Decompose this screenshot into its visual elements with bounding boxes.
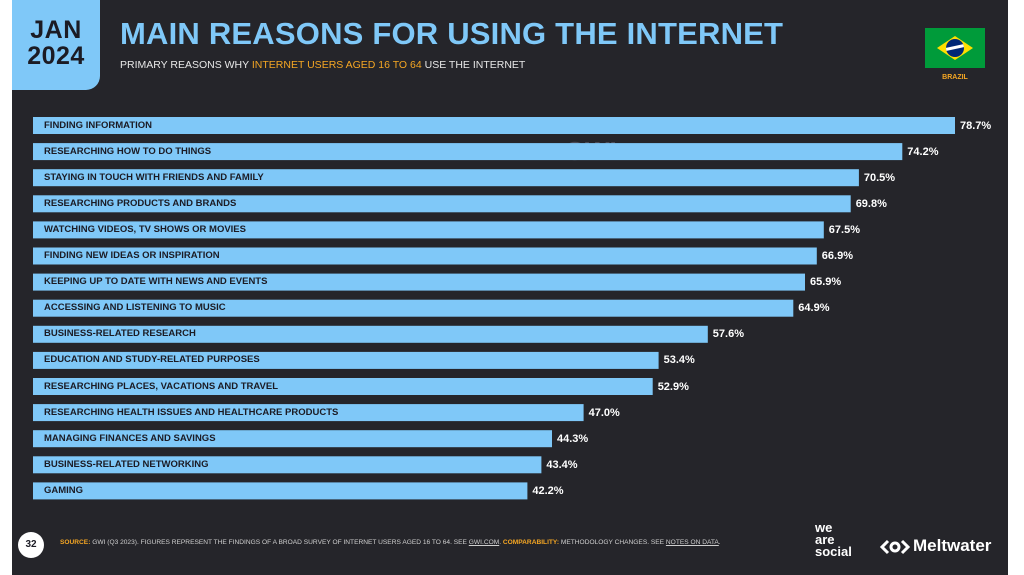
- source-label: SOURCE:: [60, 539, 91, 546]
- bar-value-label: 57.6%: [712, 328, 744, 341]
- logo-social: social: [815, 544, 852, 559]
- bar-value-label: 52.9%: [657, 380, 689, 393]
- bar-label: RESEARCHING PRODUCTS AND BRANDS: [44, 197, 237, 209]
- page-subtitle: PRIMARY REASONS WHY INTERNET USERS AGED …: [120, 59, 525, 71]
- bar-label: RESEARCHING PLACES, VACATIONS AND TRAVEL: [44, 380, 278, 392]
- bar: [33, 482, 528, 500]
- logo-we: we: [815, 520, 833, 535]
- source-text-2: .: [499, 539, 503, 546]
- bar: [33, 325, 708, 343]
- comparability-label: COMPARABILITY:: [502, 539, 560, 546]
- bar-value-label: 69.8%: [855, 197, 887, 210]
- logo-are: are: [815, 532, 835, 547]
- bar: [33, 117, 955, 134]
- page-title: MAIN REASONS FOR USING THE INTERNET: [120, 16, 784, 51]
- bar-label: EDUCATION AND STUDY-RELATED PURPOSES: [44, 354, 260, 366]
- meltwater-logo: Meltwater: [880, 536, 991, 556]
- bar: [33, 404, 584, 422]
- bar-value-label: 78.7%: [960, 119, 992, 132]
- bar: [33, 221, 824, 239]
- bar: [33, 299, 794, 317]
- bar-value-label: 74.2%: [907, 145, 939, 158]
- bar: [33, 247, 817, 265]
- bar-label: FINDING NEW IDEAS OR INSPIRATION: [44, 250, 220, 261]
- bar: [33, 430, 552, 448]
- bar-label: FINDING INFORMATION: [44, 119, 153, 131]
- subtitle-highlight: INTERNET USERS AGED 16 TO 64: [251, 59, 422, 71]
- bar-label: MANAGING FINANCES AND SAVINGS: [44, 432, 216, 444]
- bar-value-label: 66.9%: [821, 250, 853, 262]
- bar-value-label: 65.9%: [810, 276, 842, 289]
- bar: [33, 456, 542, 474]
- meltwater-text: Meltwater: [913, 536, 992, 555]
- bar-label: RESEARCHING HEALTH ISSUES AND HEALTHCARE…: [44, 406, 339, 418]
- bar-value-label: 47.0%: [588, 406, 620, 419]
- bar: [33, 195, 851, 213]
- flag-globe: [946, 39, 964, 57]
- bar-label: BUSINESS-RELATED RESEARCH: [44, 328, 196, 340]
- bar-label: WATCHING VIDEOS, TV SHOWS OR MOVIES: [44, 223, 246, 235]
- brazil-flag-icon: [925, 28, 985, 68]
- date-badge: JAN 2024: [12, 0, 100, 90]
- date-month: JAN: [30, 16, 82, 44]
- subtitle-pre: PRIMARY REASONS WHY: [120, 59, 252, 71]
- bar-label: STAYING IN TOUCH WITH FRIENDS AND FAMILY: [44, 171, 264, 183]
- notes-on-data-link[interactable]: NOTES ON DATA: [665, 539, 719, 546]
- source-link[interactable]: GWI.COM: [468, 539, 500, 546]
- bar-value-label: 43.4%: [546, 458, 578, 471]
- bar-value-label: 64.9%: [798, 302, 830, 315]
- subtitle-post: USE THE INTERNET: [421, 59, 526, 71]
- source-note: SOURCE: GWI (Q3 2023). FIGURES REPRESENT…: [60, 539, 721, 546]
- bar-value-label: 67.5%: [828, 223, 860, 236]
- bar: [33, 378, 653, 395]
- page-number: 32: [18, 532, 44, 558]
- bar: [33, 273, 805, 291]
- bar-label: BUSINESS-RELATED NETWORKING: [44, 458, 209, 470]
- country-label: BRAZIL: [942, 74, 968, 81]
- bar-label: GAMING: [44, 484, 84, 496]
- bar: [33, 351, 659, 369]
- bar-label: RESEARCHING HOW TO DO THINGS: [44, 145, 212, 157]
- date-year: 2024: [27, 42, 85, 70]
- meltwater-icon: [880, 539, 910, 554]
- bar: [33, 143, 903, 161]
- bar-label: KEEPING UP TO DATE WITH NEWS AND EVENTS: [44, 276, 268, 288]
- we-are-social-logo: we are social: [815, 520, 852, 559]
- source-text: GWI (Q3 2023). FIGURES REPRESENT THE FIN…: [90, 539, 469, 546]
- bar-value-label: 42.2%: [532, 484, 564, 497]
- bar-value-label: 70.5%: [863, 171, 896, 184]
- bar-value-label: 53.4%: [663, 354, 695, 367]
- bar: [33, 169, 859, 187]
- bar-label: ACCESSING AND LISTENING TO MUSIC: [44, 302, 226, 314]
- bar-value-label: 44.3%: [557, 432, 589, 445]
- comparability-text: METHODOLOGY CHANGES. SEE: [559, 539, 666, 546]
- comparability-end: .: [718, 539, 721, 546]
